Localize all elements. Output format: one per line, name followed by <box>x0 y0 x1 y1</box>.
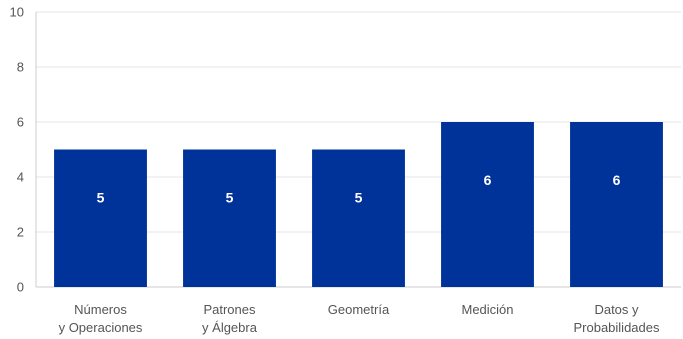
bar <box>183 149 276 287</box>
x-tick-label: Patrones <box>203 302 256 317</box>
data-label: 6 <box>484 172 492 188</box>
x-tick-label: y Álgebra <box>202 320 258 335</box>
y-tick-label: 2 <box>17 225 24 240</box>
data-label: 5 <box>355 190 363 206</box>
bar <box>441 122 534 287</box>
bar <box>54 149 147 287</box>
x-tick-label: Medición <box>461 302 513 317</box>
y-tick-label: 6 <box>17 115 24 130</box>
data-label: 6 <box>613 172 621 188</box>
x-tick-label: y Operaciones <box>59 320 143 335</box>
bar <box>312 149 405 287</box>
bar <box>570 122 663 287</box>
y-tick-label: 0 <box>17 280 24 295</box>
data-label: 5 <box>97 190 105 206</box>
x-tick-label: Geometría <box>328 302 390 317</box>
data-label: 5 <box>226 190 234 206</box>
y-tick-label: 4 <box>17 170 24 185</box>
x-tick-label: Datos y <box>594 302 639 317</box>
y-tick-label: 10 <box>10 5 24 20</box>
x-tick-label: Números <box>74 302 127 317</box>
y-tick-label: 8 <box>17 60 24 75</box>
labels: 0 2 4 6 8 10 5 Números y Operaciones 5 Patrones y Á… <box>10 5 660 336</box>
bars <box>54 122 663 287</box>
x-tick-label: Probabilidades <box>573 320 660 335</box>
